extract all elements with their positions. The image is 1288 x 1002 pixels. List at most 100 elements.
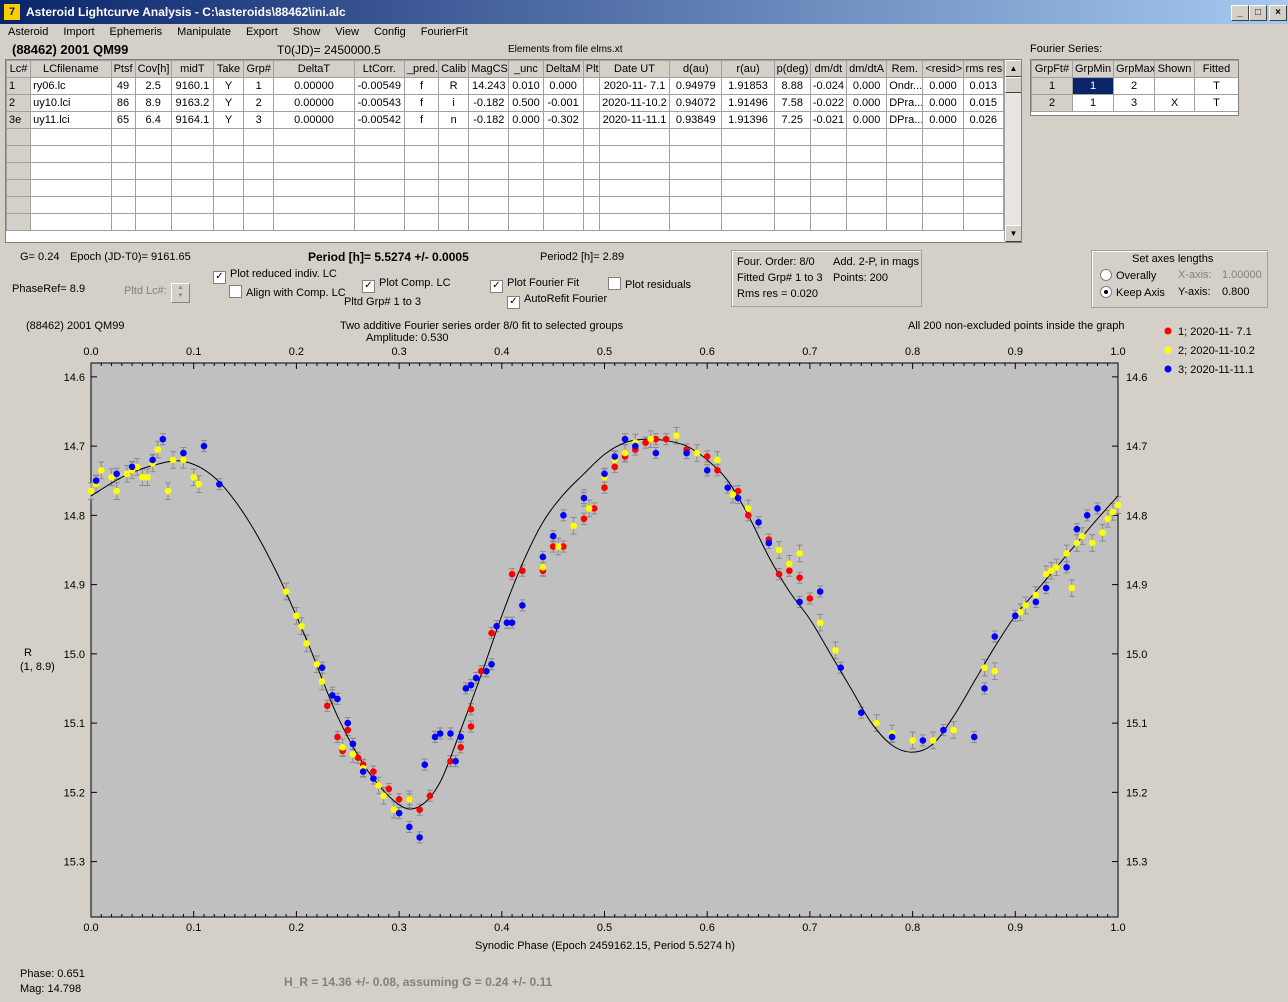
lc-cell[interactable]: -0.00549 — [353, 77, 405, 95]
lc-cell[interactable]: 2 — [6, 94, 32, 112]
lc-col-header[interactable]: Calib — [438, 60, 470, 78]
plot-residuals-checkbox[interactable]: Plot residuals — [608, 277, 691, 291]
lc-col-header[interactable]: dm/dt — [809, 60, 848, 78]
lc-cell[interactable] — [721, 179, 775, 197]
autorefit-checkbox[interactable]: ✓ AutoRefit Fourier — [507, 293, 607, 309]
lc-cell[interactable]: uy11.lci — [30, 111, 112, 129]
lc-table-scrollbar[interactable]: ▲ ▼ — [1004, 60, 1021, 242]
spin-up-icon[interactable]: ▲ — [177, 285, 184, 291]
lc-cell[interactable] — [598, 213, 671, 231]
plot-reduced-checkbox[interactable]: ✓ Plot reduced indiv. LC — [213, 268, 337, 284]
fourier-col-header[interactable]: GrpFt# — [1031, 60, 1073, 78]
lc-table-row[interactable] — [6, 179, 1005, 197]
lc-col-header[interactable]: LtCorr. — [353, 60, 405, 78]
lc-cell[interactable] — [809, 128, 848, 146]
lc-table-row[interactable]: 2 uy10.lci 86 8.9 9163.2 Y 2 0.00000 -0.00543 f i -… — [6, 94, 1005, 112]
lc-cell[interactable] — [508, 128, 544, 146]
lc-cell[interactable] — [962, 145, 1005, 163]
lc-cell[interactable] — [468, 162, 510, 180]
lc-cell[interactable] — [922, 128, 964, 146]
lc-cell[interactable] — [353, 145, 405, 163]
lc-table-row[interactable] — [6, 128, 1005, 146]
menu-export[interactable]: Export — [245, 26, 278, 38]
lc-cell[interactable] — [773, 179, 811, 197]
lc-cell[interactable] — [170, 196, 214, 214]
lc-cell[interactable] — [582, 94, 600, 112]
lc-cell[interactable] — [110, 145, 136, 163]
lc-cell[interactable] — [170, 213, 214, 231]
lc-cell[interactable] — [598, 162, 671, 180]
lc-cell[interactable]: 2020-11-11.1 — [598, 111, 671, 129]
lc-cell[interactable]: 1 — [243, 77, 275, 95]
lc-col-header[interactable]: _unc — [508, 60, 544, 78]
lc-cell[interactable] — [669, 162, 723, 180]
lc-cell[interactable] — [669, 145, 723, 163]
lc-cell[interactable] — [886, 145, 924, 163]
lc-cell[interactable]: 0.00000 — [273, 94, 355, 112]
lc-cell[interactable] — [273, 145, 355, 163]
lc-cell[interactable] — [886, 213, 924, 231]
lc-cell[interactable] — [468, 179, 510, 197]
lc-cell[interactable]: 8.88 — [773, 77, 811, 95]
lc-cell[interactable] — [582, 145, 600, 163]
lc-cell[interactable]: 2020-11- 7.1 — [598, 77, 671, 95]
lc-cell[interactable] — [809, 179, 848, 197]
fourier-cell[interactable]: 3 — [1113, 94, 1155, 112]
lc-cell[interactable]: 0.015 — [962, 94, 1005, 112]
lc-cell[interactable]: 0.500 — [508, 94, 544, 112]
lc-cell[interactable] — [845, 179, 888, 197]
lc-cell[interactable] — [243, 145, 275, 163]
lc-cell[interactable] — [468, 145, 510, 163]
fourier-col-header[interactable]: GrpMax — [1113, 60, 1155, 78]
lc-cell[interactable] — [542, 145, 584, 163]
lc-cell[interactable] — [438, 196, 470, 214]
lc-col-header[interactable]: Plt — [582, 60, 600, 78]
lc-cell[interactable]: 0.94979 — [669, 77, 723, 95]
lc-cell[interactable] — [582, 179, 600, 197]
lc-cell[interactable]: 0.000 — [922, 94, 964, 112]
menu-manipulate[interactable]: Manipulate — [177, 26, 231, 38]
lc-cell[interactable] — [438, 179, 470, 197]
lc-cell[interactable] — [403, 128, 440, 146]
lc-col-header[interactable]: Grp# — [243, 60, 275, 78]
lc-cell[interactable] — [721, 162, 775, 180]
lc-col-header[interactable]: _pred. — [403, 60, 440, 78]
menu-import[interactable]: Import — [63, 26, 95, 38]
lc-cell[interactable] — [542, 213, 584, 231]
lc-cell[interactable]: 3 — [243, 111, 275, 129]
lc-cell[interactable] — [886, 128, 924, 146]
lc-cell[interactable] — [273, 128, 355, 146]
lc-col-header[interactable]: r(au) — [721, 60, 775, 78]
lc-cell[interactable]: -0.021 — [809, 111, 848, 129]
lc-cell[interactable] — [845, 145, 888, 163]
lc-cell[interactable] — [845, 128, 888, 146]
lc-cell[interactable] — [721, 128, 775, 146]
lc-cell[interactable] — [598, 128, 671, 146]
lc-cell[interactable] — [508, 145, 544, 163]
lc-cell[interactable] — [962, 196, 1005, 214]
lc-cell[interactable] — [669, 128, 723, 146]
lc-cell[interactable] — [922, 179, 964, 197]
lc-cell[interactable] — [273, 196, 355, 214]
lc-col-header[interactable]: <resid> — [922, 60, 964, 78]
lc-cell[interactable] — [30, 145, 112, 163]
lc-cell[interactable] — [30, 162, 112, 180]
fourier-cell[interactable]: 1 — [1072, 94, 1114, 112]
lc-cell[interactable] — [598, 179, 671, 197]
xaxis-value[interactable]: 1.00000 — [1222, 269, 1262, 281]
lc-col-header[interactable]: Lc# — [6, 60, 32, 78]
lc-col-header[interactable]: p(deg) — [773, 60, 811, 78]
lc-cell[interactable] — [809, 145, 848, 163]
lc-cell[interactable] — [598, 196, 671, 214]
lc-cell[interactable] — [598, 145, 671, 163]
lc-table-row[interactable]: 1 ry06.lc 49 2.5 9160.1 Y 1 0.00000 -0.00549 f R 14… — [6, 77, 1005, 95]
menu-fourierfit[interactable]: FourierFit — [420, 26, 468, 38]
lc-col-header[interactable]: d(au) — [669, 60, 723, 78]
lc-cell[interactable] — [6, 196, 32, 214]
overally-radio[interactable]: Overally — [1100, 269, 1156, 282]
lc-cell[interactable] — [468, 196, 510, 214]
lc-cell[interactable] — [721, 145, 775, 163]
lc-cell[interactable] — [582, 162, 600, 180]
lc-cell[interactable]: Ondr... — [886, 77, 924, 95]
